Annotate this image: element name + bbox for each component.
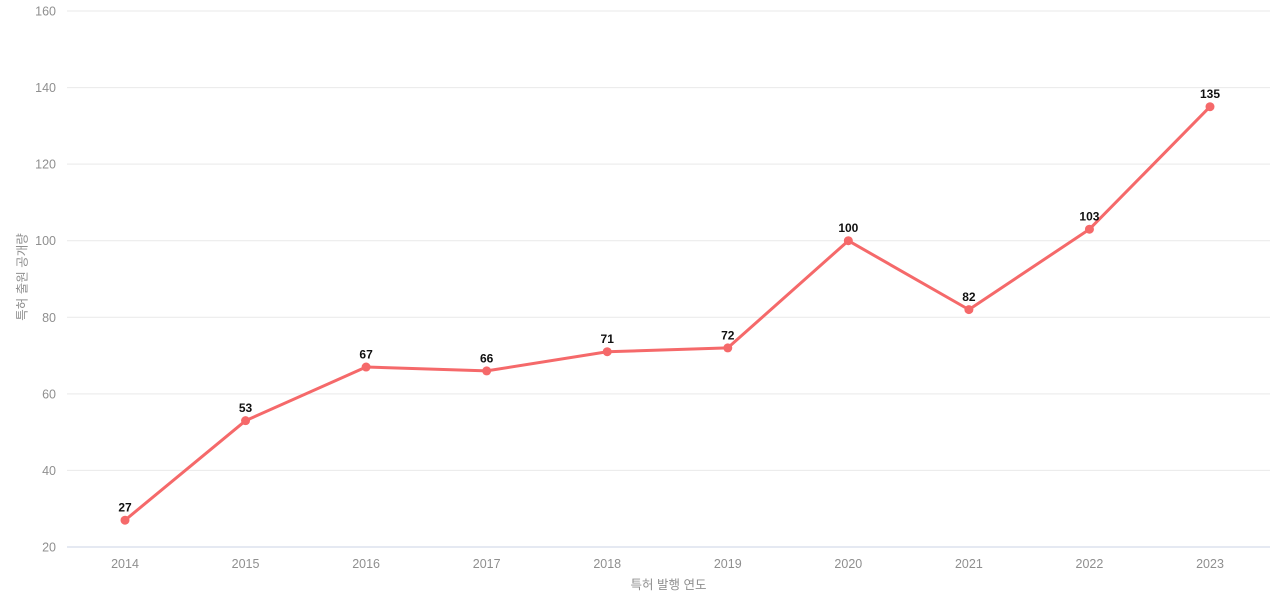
x-tick-label: 2017 (473, 557, 501, 571)
y-tick-label: 20 (42, 541, 56, 555)
data-point[interactable] (482, 366, 492, 376)
data-label: 135 (1200, 87, 1220, 101)
data-label: 100 (838, 221, 858, 235)
y-tick-label: 120 (35, 158, 56, 172)
data-label: 71 (601, 332, 615, 346)
y-tick-label: 80 (42, 311, 56, 325)
data-point[interactable] (1205, 102, 1215, 112)
y-tick-label: 140 (35, 81, 56, 95)
x-tick-label: 2015 (232, 557, 260, 571)
x-tick-label: 2016 (352, 557, 380, 571)
y-tick-label: 160 (35, 5, 56, 19)
series-line (123, 105, 1212, 522)
data-point[interactable] (843, 236, 853, 246)
y-tick-label: 100 (35, 234, 56, 248)
data-point[interactable] (361, 362, 371, 372)
data-point[interactable] (120, 515, 130, 525)
data-label: 82 (962, 290, 976, 304)
x-tick-label: 2019 (714, 557, 742, 571)
x-tick-label: 2014 (111, 557, 139, 571)
y-tick-label: 60 (42, 387, 56, 401)
data-point[interactable] (723, 343, 733, 353)
x-tick-label: 2018 (593, 557, 621, 571)
data-label: 72 (721, 328, 735, 342)
data-label: 67 (359, 348, 373, 362)
data-label: 103 (1079, 210, 1099, 224)
data-point[interactable] (1084, 224, 1094, 234)
x-tick-label: 2021 (955, 557, 983, 571)
y-tick-label: 40 (42, 464, 56, 478)
data-point[interactable] (602, 347, 612, 357)
x-tick-label: 2020 (834, 557, 862, 571)
data-point[interactable] (964, 305, 974, 315)
data-label: 53 (239, 401, 253, 415)
data-point[interactable] (241, 416, 251, 426)
x-tick-label: 2022 (1076, 557, 1104, 571)
data-label: 27 (118, 501, 132, 515)
x-tick-label: 2023 (1196, 557, 1224, 571)
data-label: 66 (480, 351, 494, 365)
